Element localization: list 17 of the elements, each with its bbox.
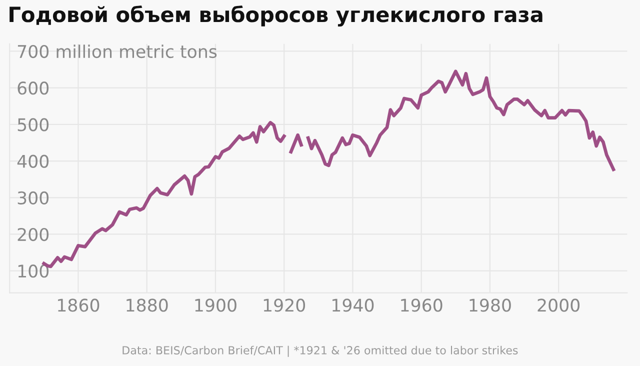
y-tick-label: 400 bbox=[17, 154, 49, 168]
x-tick-label: 1860 bbox=[58, 298, 100, 312]
x-tick-label: 1940 bbox=[332, 298, 374, 312]
y-tick-label: 100 bbox=[18, 264, 49, 278]
chart-title: Годовой объем выборосов углекислого газа bbox=[10, 5, 542, 26]
y-tick-label: 300 bbox=[18, 191, 49, 204]
text: Data: BEIS/Carbon Brief/CAIT | *1921 & '26 omitted due to labor strikes bbox=[122, 346, 518, 357]
x-tick-label: 1960 bbox=[401, 298, 442, 312]
x-tick-label: 1980 bbox=[470, 298, 511, 312]
y-tick-label: 700 million metric tons bbox=[18, 44, 217, 58]
x-tick-label: 1920 bbox=[264, 298, 306, 312]
y-tick-label: 500 bbox=[18, 118, 49, 132]
x-tick-label: 1880 bbox=[126, 298, 168, 312]
y-tick-label: 600 bbox=[18, 82, 49, 95]
x-tick-label: 1900 bbox=[195, 298, 236, 312]
x-tick-label: 2000 bbox=[538, 298, 580, 312]
y-tick-label: 200 bbox=[18, 228, 49, 242]
